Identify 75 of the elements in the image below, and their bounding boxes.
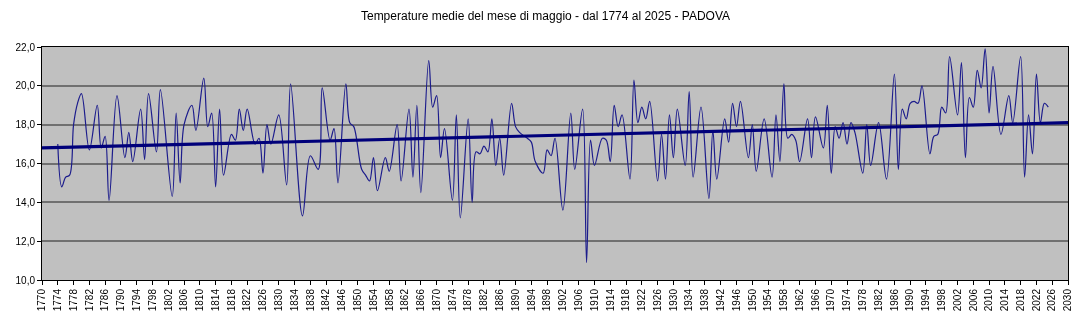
x-tick-label: 1886 [494, 288, 505, 312]
x-tick-label: 1894 [525, 288, 537, 312]
x-tick-label: 2022 [1030, 288, 1042, 312]
x-tick-label: 1846 [336, 288, 348, 312]
y-tick-label: 16,0 [15, 158, 36, 169]
x-tick-label: 1790 [115, 288, 127, 312]
x-tick-label: 1842 [320, 288, 332, 312]
y-tick-label: 14,0 [15, 196, 36, 208]
x-tick-label: 1934 [683, 288, 695, 312]
x-tick-label: 1862 [399, 288, 411, 312]
x-tick-label: 1910 [588, 288, 600, 312]
x-tick-label: 1966 [809, 288, 821, 312]
x-tick-label: 1978 [857, 288, 869, 312]
x-tick-label: 1890 [509, 288, 521, 312]
x-tick-label: 2026 [1046, 288, 1058, 312]
x-tick-label: 1858 [383, 288, 395, 312]
x-tick-label: 1782 [83, 288, 95, 312]
x-tick-label: 1774 [52, 288, 64, 312]
x-tick-label: 1990 [904, 288, 916, 312]
x-tick-label: 1870 [430, 288, 442, 312]
x-tick-label: 1918 [620, 288, 632, 312]
x-tick-label: 1974 [841, 288, 853, 312]
x-tick-label: 1926 [651, 288, 663, 312]
y-tick-label: 12,0 [15, 235, 36, 247]
x-tick-label: 1946 [730, 288, 742, 312]
x-tick-label: 1786 [99, 288, 111, 312]
y-tick-label: 10,0 [15, 274, 36, 286]
x-tick-label: 1998 [935, 288, 947, 312]
y-tick-label: 20,0 [15, 80, 36, 92]
x-tick-label: 2006 [967, 288, 979, 312]
x-tick-label: 1818 [225, 288, 237, 312]
x-tick-label: 1770 [36, 288, 48, 312]
x-tick-label: 1994 [920, 288, 932, 312]
y-tick-label: 22,0 [15, 41, 36, 53]
x-tick-label: 1902 [557, 288, 569, 312]
x-tick-label: 1922 [636, 288, 648, 312]
x-tick-label: 2014 [999, 288, 1011, 312]
x-tick-label: 1794 [130, 288, 142, 312]
x-tick-label: 1942 [714, 288, 726, 312]
x-tick-label: 1798 [146, 288, 158, 312]
x-tick-label: 2002 [951, 288, 963, 312]
y-tick-label: 18,0 [15, 119, 36, 131]
x-tick-label: 1958 [778, 288, 790, 312]
x-tick-label: 1898 [541, 288, 553, 312]
x-tick-label: 1834 [288, 288, 300, 312]
line-series [57, 48, 1049, 264]
x-tick-label: 1962 [793, 288, 805, 312]
x-tick-label: 1982 [872, 288, 884, 312]
x-tick-label: 1874 [446, 288, 458, 312]
x-tick-label: 1838 [304, 288, 316, 312]
x-tick-label: 1930 [667, 288, 679, 312]
x-tick-label: 1906 [572, 288, 584, 312]
x-tick-label: 1822 [241, 288, 253, 312]
x-tick-label: 1986 [888, 288, 900, 312]
x-tick-label: 1914 [604, 288, 616, 312]
x-tick-label: 1778 [67, 288, 79, 312]
x-tick-label: 1878 [462, 288, 474, 312]
x-tick-label: 1814 [209, 288, 221, 312]
x-tick-label: 1882 [478, 288, 490, 312]
x-tick-label: 2010 [983, 288, 995, 312]
x-tick-label: 1806 [178, 288, 190, 312]
x-tick-label: 1866 [415, 288, 427, 312]
x-tick-label: 2030 [1062, 288, 1074, 312]
x-tick-label: 1850 [351, 288, 363, 312]
x-tick-label: 1954 [762, 288, 774, 312]
x-tick-label: 1802 [162, 288, 174, 312]
x-tick-label: 2018 [1014, 288, 1026, 312]
x-tick-label: 1854 [367, 288, 379, 312]
x-tick-label: 1938 [699, 288, 711, 312]
x-tick-label: 1970 [825, 288, 837, 312]
x-tick-label: 1950 [746, 288, 758, 312]
x-tick-label: 1830 [273, 288, 285, 312]
x-tick-label: 1810 [194, 288, 206, 312]
x-tick-label: 1826 [257, 288, 269, 312]
chart-title: Temperature medie del mese di maggio - dal 1774 al 2025 - PADOVA [360, 8, 731, 23]
